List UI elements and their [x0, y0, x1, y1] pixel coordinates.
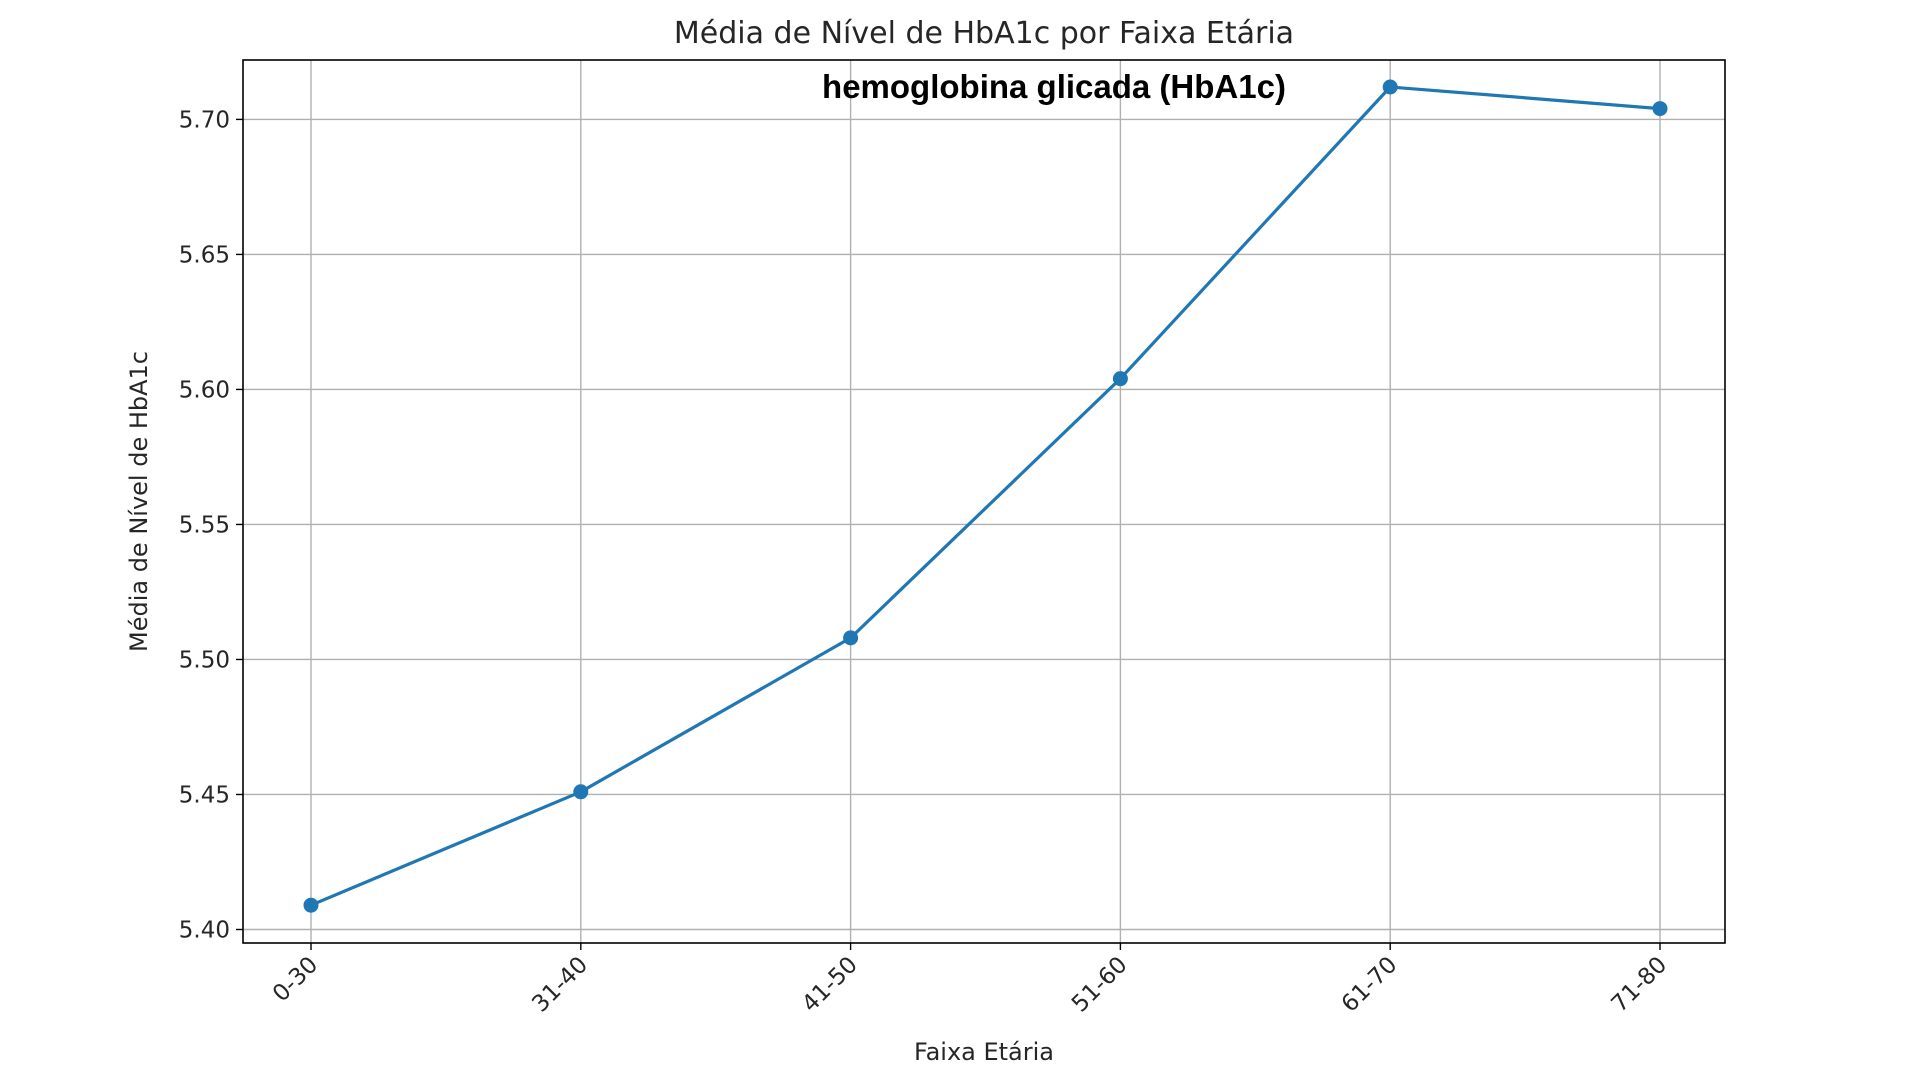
y-tick-label: 5.65 [179, 242, 230, 268]
data-point [1652, 101, 1668, 117]
x-axis: 0-30 31-40 41-50 51-60 61-70 71-80 [268, 943, 1672, 1018]
x-tick-label: 61-70 [1337, 952, 1403, 1018]
x-tick-label: 71-80 [1607, 952, 1673, 1018]
y-tick-label: 5.70 [179, 107, 230, 133]
y-tick-label: 5.45 [179, 782, 230, 808]
x-tick-label: 41-50 [797, 952, 863, 1018]
data-point [1382, 79, 1398, 95]
x-tick-label: 51-60 [1067, 952, 1133, 1018]
y-tick-label: 5.60 [179, 377, 230, 403]
chart-title: Média de Nível de HbA1c por Faixa Etária [674, 16, 1294, 51]
data-point [843, 630, 859, 646]
y-axis-label: Média de Nível de HbA1c [125, 351, 153, 652]
x-axis-label: Faixa Etária [914, 1038, 1054, 1066]
series-line [310, 85, 1661, 907]
data-series [303, 79, 1668, 913]
y-tick-label: 5.50 [179, 647, 230, 673]
x-tick-label: 0-30 [268, 952, 323, 1007]
y-tick-label: 5.40 [179, 917, 230, 943]
data-point [573, 784, 589, 800]
y-tick-label: 5.55 [179, 512, 230, 538]
plot-area-frame [242, 59, 1726, 944]
y-axis: 5.40 5.45 5.50 5.55 5.60 5.65 5.70 [179, 107, 243, 943]
data-point [1112, 371, 1128, 387]
grid [243, 60, 1725, 943]
data-point [303, 897, 319, 913]
x-tick-label: 31-40 [527, 952, 593, 1018]
chart-annotation: hemoglobina glicada (HbA1c) [822, 68, 1286, 105]
